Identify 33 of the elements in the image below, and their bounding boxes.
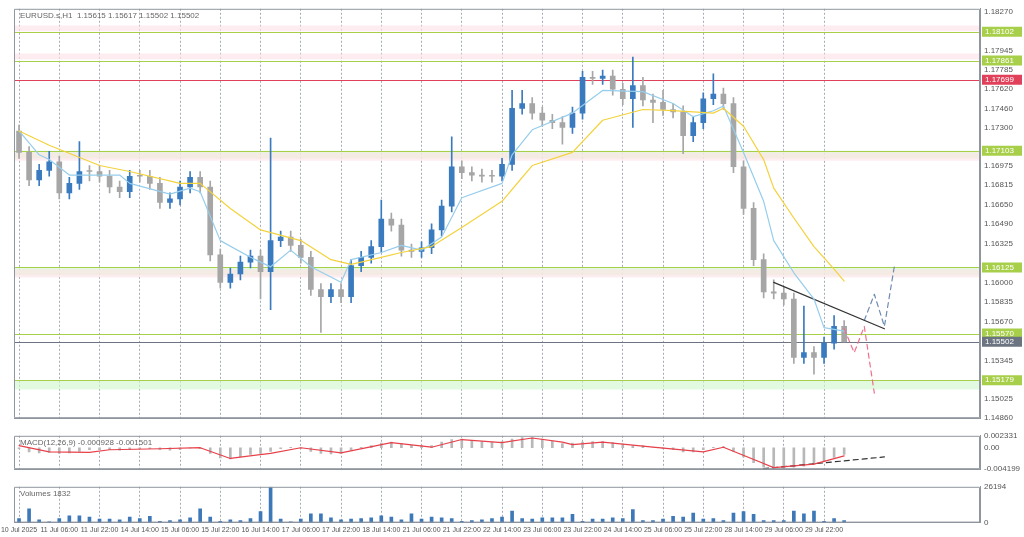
y-tick-label: 26194 [984,482,1007,491]
chart-title: MACD(12,26,9) -0.000928 -0.001501 [20,438,153,447]
y-tick-label: 1.15670 [984,316,1014,326]
y-tick-label: 1.17945 [984,45,1014,55]
y-tick-label: 1.16325 [984,238,1014,248]
y-tick-label: 1.17785 [984,64,1014,74]
y-tick-label: 1.17460 [984,103,1014,113]
y-tick-label: 1.18270 [984,6,1014,16]
y-tick-label: 1.15025 [984,393,1014,403]
y-tick-label: -0.004199 [984,464,1021,474]
y-tick-label: 1.14860 [984,413,1014,423]
y-tick-label: 1.16490 [984,219,1014,229]
ref-line-label: 1.18102 [985,27,1015,37]
ref-line-label: 1.15179 [985,375,1015,385]
ref-line-label: 1.17699 [985,75,1015,85]
y-tick-label: 1.16650 [984,200,1014,210]
ref-line-label: 1.17103 [985,146,1015,156]
y-tick-label: 0 [984,517,989,527]
y-tick-label: 1.17300 [984,122,1014,132]
y-tick-label: 1.17620 [984,84,1014,94]
ref-line-label: 1.16125 [985,262,1015,272]
ref-line-label: 1.15570 [985,328,1015,338]
y-tick-label: 0.00 [984,442,1001,452]
y-tick-label: 0.002331 [984,431,1018,440]
y-tick-label: 1.15835 [984,297,1014,307]
y-tick-label: 1.16000 [984,277,1014,287]
y-tick-label: 1.16975 [984,161,1014,171]
chart-title: EURUSD.s,H1 1.15615 1.15617 1.15502 1.15502 [20,11,200,20]
ref-line-label: 1.17861 [985,55,1015,65]
chart-title: Volumes 1832 [20,489,72,498]
y-tick-label: 1.16815 [984,180,1014,190]
y-tick-label: 1.15345 [984,355,1014,365]
ref-line-label: 1.15502 [985,336,1015,346]
